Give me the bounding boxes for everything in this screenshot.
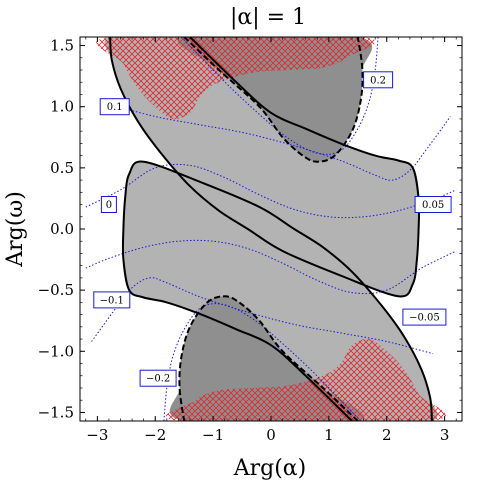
contour-label-text: 0.2 bbox=[370, 75, 386, 86]
plot-title: |α| = 1 bbox=[230, 5, 306, 30]
y-tick-label: −1.0 bbox=[38, 342, 74, 360]
hatched-region-1 bbox=[165, 338, 446, 421]
contour-label-1: 0.2 bbox=[363, 71, 394, 89]
contour-label-0: 0.1 bbox=[99, 98, 130, 116]
contour-label-6: −0.2 bbox=[139, 369, 177, 387]
x-tick-label: 3 bbox=[440, 426, 450, 444]
x-tick-label: −1 bbox=[202, 426, 224, 444]
dashed-contour-1 bbox=[178, 295, 359, 421]
contour-label-box bbox=[139, 369, 177, 387]
contour-label-text: −0.05 bbox=[409, 313, 440, 324]
y-axis-title: Arg(ω) bbox=[3, 191, 28, 268]
dotted-contour-5 bbox=[163, 303, 362, 421]
hatched-region-0 bbox=[96, 37, 377, 120]
x-tick-label: −2 bbox=[144, 426, 166, 444]
contour-label-box bbox=[100, 196, 117, 213]
y-tick-label: 1.0 bbox=[50, 98, 74, 116]
x-axis-title: Arg(α) bbox=[233, 456, 307, 481]
y-axis: −1.5 −1.0 −0.5 0.0 0.5 1.0 1.5 bbox=[38, 37, 462, 421]
dotted-contour-0 bbox=[180, 37, 379, 155]
contour-label-box bbox=[363, 71, 394, 89]
x-tick-label: −3 bbox=[86, 426, 108, 444]
y-tick-label: −1.5 bbox=[38, 403, 74, 421]
contour-label-3: 0.05 bbox=[414, 196, 452, 213]
x-tick-label: 1 bbox=[324, 426, 334, 444]
contour-label-box bbox=[402, 308, 447, 326]
y-tick-label: 0.5 bbox=[50, 159, 74, 177]
x-tick-label: 0 bbox=[266, 426, 276, 444]
contour-label-layer: 0.1 0.2 0 0.05 −0.1 −0.05 −0.2 bbox=[93, 71, 452, 387]
x-tick-label: 2 bbox=[382, 426, 392, 444]
y-tick-label: 0.0 bbox=[50, 220, 74, 238]
dotted-contour-2 bbox=[85, 163, 457, 219]
dotted-contour-3 bbox=[85, 239, 457, 295]
solid-contour-0 bbox=[109, 37, 421, 298]
contour-label-text: 0.1 bbox=[107, 102, 123, 113]
contour-label-box bbox=[414, 196, 452, 213]
x-axis: −3 −2 −1 0 1 2 3 bbox=[85, 37, 457, 444]
plot-area: 0.1 0.2 0 0.05 −0.1 −0.05 −0.2 bbox=[85, 37, 457, 421]
contour-label-box bbox=[93, 291, 131, 309]
contour-label-text: 0.05 bbox=[422, 200, 444, 211]
contour-label-4: −0.1 bbox=[93, 291, 131, 309]
dashed-contour-0 bbox=[183, 37, 364, 163]
contour-label-2: 0 bbox=[100, 196, 117, 213]
contour-label-box bbox=[99, 98, 130, 116]
contour-layer bbox=[85, 37, 457, 421]
contour-label-text: 0 bbox=[106, 200, 112, 211]
dotted-contour-1 bbox=[108, 103, 451, 181]
y-tick-label: 1.5 bbox=[50, 37, 74, 55]
y-tick-label: −0.5 bbox=[38, 281, 74, 299]
solid-contour-1 bbox=[121, 160, 433, 421]
contour-label-5: −0.05 bbox=[402, 308, 447, 326]
contour-label-text: −0.2 bbox=[146, 374, 170, 385]
hatch-layer bbox=[96, 37, 446, 421]
contour-label-text: −0.1 bbox=[100, 295, 124, 306]
